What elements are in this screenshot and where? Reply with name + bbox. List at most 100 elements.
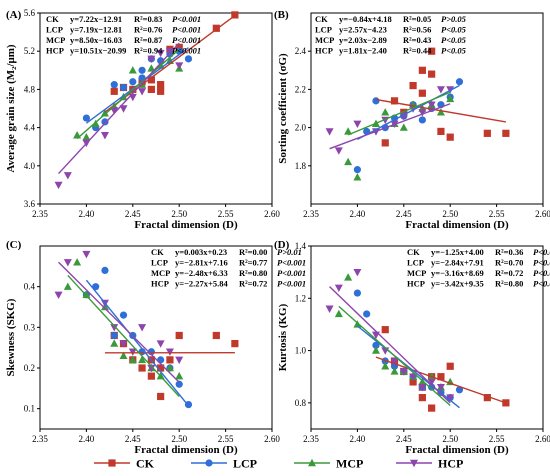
annotation-name: HCP — [151, 279, 169, 289]
data-point-mcp — [82, 133, 90, 140]
annotation-equation: y=1.81x−2.40 — [339, 46, 387, 56]
data-point-mcp — [400, 123, 408, 130]
annotation-name: LCP — [407, 258, 424, 268]
data-point-hcp — [157, 340, 165, 347]
y-tick-label: 2.4 — [295, 46, 307, 56]
series-hcp — [326, 86, 455, 155]
annotation-r2: R²=0.70 — [495, 258, 523, 268]
y-tick-label: 2.2 — [295, 84, 306, 94]
data-point-lcp — [111, 332, 118, 339]
annotation-r2: R²=0.76 — [134, 25, 162, 35]
data-point-mcp — [344, 158, 352, 165]
fit-line-mcp — [348, 92, 450, 135]
annotation-equation: y=10.51x−20.99 — [70, 46, 126, 56]
x-tick-label: 2.55 — [218, 209, 234, 219]
panel-label: (A) — [6, 9, 22, 21]
data-point-mcp — [175, 372, 183, 379]
data-point-ck — [447, 363, 454, 370]
annotation-p: P<0.001 — [172, 46, 201, 56]
annotation-r2: R²=0.80 — [239, 268, 267, 278]
y-tick-label: 4.0 — [24, 161, 36, 171]
y-tick-label: 4.4 — [24, 123, 36, 133]
fit-line-hcp — [59, 43, 180, 173]
data-point-lcp — [354, 166, 361, 173]
annotation-equation: y=0.003x+0.23 — [175, 247, 227, 257]
x-tick-label: 2.55 — [489, 434, 505, 444]
data-point-lcp — [372, 97, 379, 104]
data-point-hcp — [326, 306, 334, 313]
x-axis-title: Fractal dimension (D) — [134, 444, 238, 456]
annotation-equation: y=2.03x−2.89 — [339, 35, 387, 45]
annotation-name: MCP — [407, 268, 426, 278]
data-point-ck — [409, 82, 416, 89]
legend-marker — [108, 459, 115, 466]
data-point-lcp — [354, 289, 361, 296]
data-point-hcp — [64, 172, 72, 179]
data-point-hcp — [175, 357, 183, 364]
y-tick-label: 5.6 — [24, 8, 36, 18]
x-tick-label: 2.45 — [125, 209, 141, 219]
data-point-hcp — [353, 269, 361, 276]
legend-label: MCP — [336, 457, 363, 471]
data-point-lcp — [157, 356, 164, 363]
legend-marker — [205, 459, 212, 466]
annotation-name: LCP — [46, 25, 63, 35]
x-tick-label: 2.45 — [396, 434, 412, 444]
annotation-p: P<0.05 — [441, 46, 467, 56]
annotation-equation: y=−2.84x+7.91 — [431, 258, 484, 268]
annotation-p: P<0.001 — [533, 268, 550, 278]
data-point-ck — [382, 139, 389, 146]
annotation-p: P>0.05 — [441, 14, 467, 24]
data-point-ck — [419, 90, 426, 97]
annotation-r2: R²=0.00 — [239, 247, 267, 257]
x-tick-label: 2.35 — [303, 434, 319, 444]
annotation-p: P<0.001 — [533, 258, 550, 268]
legend-label: HCP — [438, 457, 463, 471]
data-point-hcp — [55, 182, 63, 189]
x-tick-label: 2.60 — [535, 434, 550, 444]
y-tick-label: 0.4 — [24, 282, 36, 292]
y-tick-label: 1.8 — [295, 161, 307, 171]
fit-line-lcp — [86, 280, 188, 406]
annotation-name: CK — [315, 14, 328, 24]
x-tick-label: 2.50 — [171, 434, 187, 444]
annotation-r2: R²=0.80 — [495, 279, 523, 289]
data-point-ck — [157, 88, 164, 95]
x-axis-title: Fractal dimension (D) — [405, 444, 509, 456]
data-point-mcp — [335, 310, 343, 317]
y-tick-label: 0.3 — [24, 322, 36, 332]
fit-line-mcp — [68, 275, 179, 396]
series-ck — [382, 48, 510, 147]
data-point-ck — [419, 394, 426, 401]
data-point-mcp — [129, 66, 137, 73]
data-point-mcp — [64, 282, 72, 289]
panel-label: (D) — [274, 239, 290, 251]
data-point-lcp — [101, 267, 108, 274]
x-tick-label: 2.45 — [396, 209, 412, 219]
series-hcp — [326, 269, 455, 402]
x-tick-label: 2.40 — [79, 209, 95, 219]
x-tick-label: 2.45 — [125, 434, 141, 444]
annotation-r2: R²=0.72 — [239, 279, 267, 289]
y-tick-label: 0.1 — [24, 404, 35, 414]
data-point-ck — [166, 356, 173, 363]
x-axis-title: Fractal dimension (D) — [405, 219, 509, 231]
y-axis-title: Sorting coefficient (σG) — [277, 53, 289, 164]
annotation-p: P<0.001 — [172, 25, 201, 35]
data-point-hcp — [82, 251, 90, 258]
data-point-hcp — [138, 324, 146, 331]
annotation-p: P<0.05 — [533, 247, 550, 257]
annotation-equation: y=8.50x−16.03 — [70, 35, 122, 45]
legend-item-mcp: MCP — [294, 457, 363, 471]
annotation-r2: R²=0.83 — [134, 14, 162, 24]
annotation-r2: R²=0.36 — [495, 247, 523, 257]
panel-label: (C) — [6, 239, 22, 251]
data-point-hcp — [353, 121, 361, 128]
data-point-ck — [111, 88, 118, 95]
legend-item-lcp: LCP — [191, 457, 257, 471]
legend-label: LCP — [233, 457, 257, 471]
annotation-r2: R²=0.56 — [403, 25, 431, 35]
data-point-mcp — [110, 339, 118, 346]
